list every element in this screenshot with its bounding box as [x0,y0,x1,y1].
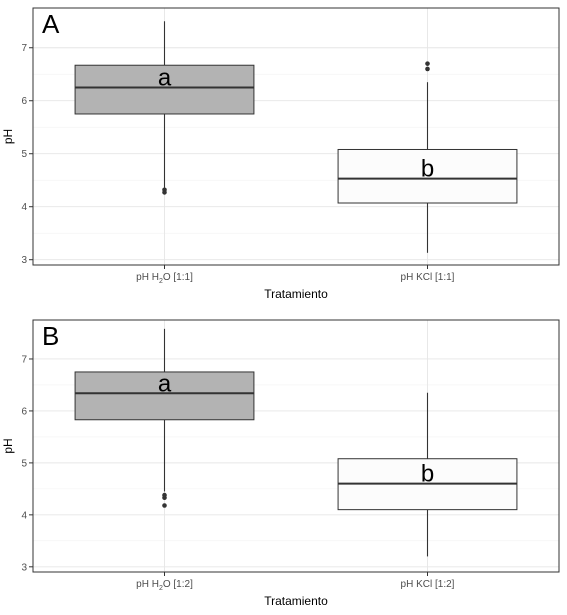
plot-area [33,8,559,265]
group-letter: a [158,370,172,397]
y-tick-label: 3 [21,562,27,573]
y-axis-title: pH [1,129,15,144]
x-axis-title: Tratamiento [264,287,328,301]
x-tick-label: pH KCl [1:2] [401,579,455,590]
outlier-point [425,66,430,72]
y-tick-label: 6 [21,406,27,417]
group-letter: b [421,461,434,488]
y-tick-label: 4 [21,510,27,521]
outlier-point [425,61,430,66]
x-axis-title: Tratamiento [264,594,328,608]
box [337,148,518,204]
panel-label: B [42,321,59,351]
y-axis-ticks: 3 4 5 6 7 [21,43,33,266]
outlier-point [162,503,167,508]
group-letter: b [421,156,434,183]
y-tick-label: 5 [21,149,27,160]
outlier-point [162,492,167,498]
y-axis-ticks: 3 4 5 6 7 [21,354,33,573]
panel-label: A [42,9,60,39]
plot-area [33,320,559,572]
boxes: ab [74,21,518,253]
box [74,64,255,115]
x-tick-label: pH H2O [1:1] [136,272,193,285]
y-tick-label: 3 [21,255,27,266]
x-axis-ticks: pH H2O [1:2] pH KCl [1:2] [136,572,455,592]
boxes: ab [74,328,518,557]
y-tick-label: 5 [21,458,27,469]
plot-border [32,319,560,573]
plot-border [32,7,560,266]
x-tick-label: pH H2O [1:2] [136,579,193,592]
y-tick-label: 6 [21,96,27,107]
y-tick-label: 7 [21,43,27,54]
y-tick-label: 7 [21,354,27,365]
box [74,371,255,421]
x-tick-label: pH KCl [1:1] [401,272,455,283]
grid-lines [33,320,559,572]
y-tick-label: 4 [21,202,27,213]
group-letter: a [158,64,172,91]
x-axis-ticks: pH H2O [1:1] pH KCl [1:1] [136,265,455,285]
outlier-point [162,187,167,193]
y-axis-title: pH [1,438,15,453]
